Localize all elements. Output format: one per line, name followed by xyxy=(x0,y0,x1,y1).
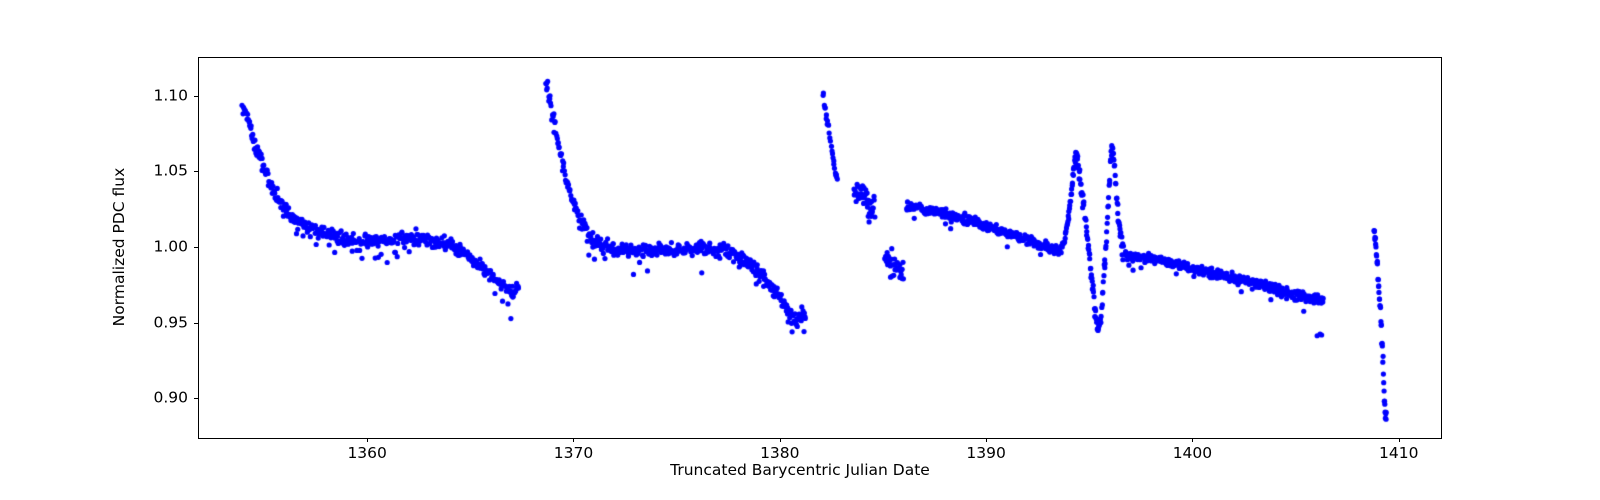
plot-axes-frame xyxy=(198,57,1442,439)
x-tick-label: 1400 xyxy=(1172,444,1213,462)
x-tick-label: 1380 xyxy=(760,444,800,462)
y-tick-label: 1.10 xyxy=(153,85,188,104)
x-tick-label: 1360 xyxy=(347,444,387,462)
y-tick-label: 1.05 xyxy=(153,161,188,180)
y-tick-mark xyxy=(194,95,198,97)
y-tick-mark xyxy=(194,247,198,248)
x-tick-label: 1390 xyxy=(966,444,1006,462)
x-tick-mark xyxy=(1398,438,1400,442)
y-axis-label: Normalized PDC flux xyxy=(110,167,128,327)
y-tick-label: 1.00 xyxy=(153,237,188,256)
x-tick-mark xyxy=(1192,438,1194,442)
x-tick-mark xyxy=(779,438,781,442)
x-axis-label: Truncated Barycentric Julian Date xyxy=(670,461,930,479)
y-tick-label: 0.95 xyxy=(153,312,188,331)
x-tick-mark xyxy=(367,438,369,442)
x-tick-label: 1370 xyxy=(553,444,594,462)
y-tick-mark xyxy=(194,322,198,324)
y-tick-mark xyxy=(194,171,198,173)
x-tick-label: 1410 xyxy=(1379,444,1419,462)
y-tick-mark xyxy=(194,398,198,400)
scatter-plot-canvas xyxy=(199,58,1441,438)
y-tick-label: 0.90 xyxy=(153,388,188,407)
x-tick-mark xyxy=(573,438,575,442)
x-tick-mark xyxy=(986,438,988,442)
